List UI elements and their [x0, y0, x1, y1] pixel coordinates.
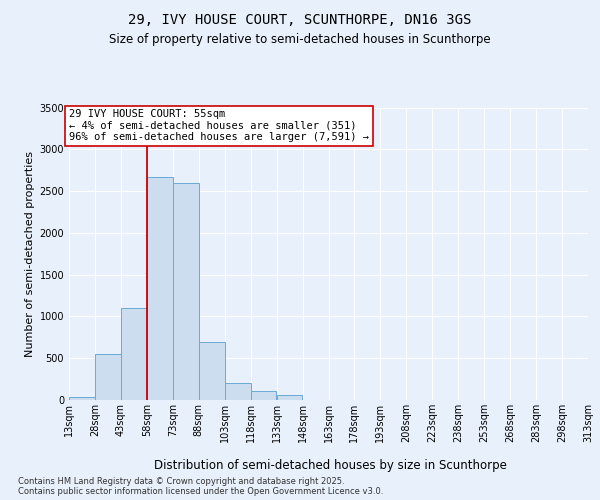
- Bar: [225, 384, 251, 400]
- Text: Contains HM Land Registry data © Crown copyright and database right 2025.: Contains HM Land Registry data © Crown c…: [18, 477, 344, 486]
- Y-axis label: Number of semi-detached properties: Number of semi-detached properties: [25, 151, 35, 357]
- Text: 29, IVY HOUSE COURT, SCUNTHORPE, DN16 3GS: 29, IVY HOUSE COURT, SCUNTHORPE, DN16 3G…: [128, 12, 472, 26]
- Bar: [69, 396, 95, 400]
- Text: Distribution of semi-detached houses by size in Scunthorpe: Distribution of semi-detached houses by …: [154, 460, 506, 472]
- Bar: [173, 182, 199, 400]
- Bar: [95, 354, 121, 400]
- Text: Contains public sector information licensed under the Open Government Licence v3: Contains public sector information licen…: [18, 487, 383, 496]
- Bar: [277, 396, 302, 400]
- Text: 29 IVY HOUSE COURT: 55sqm
← 4% of semi-detached houses are smaller (351)
96% of : 29 IVY HOUSE COURT: 55sqm ← 4% of semi-d…: [69, 109, 369, 142]
- Bar: [147, 177, 173, 400]
- Bar: [121, 308, 147, 400]
- Bar: [199, 342, 224, 400]
- Text: Size of property relative to semi-detached houses in Scunthorpe: Size of property relative to semi-detach…: [109, 32, 491, 46]
- Bar: [251, 391, 277, 400]
